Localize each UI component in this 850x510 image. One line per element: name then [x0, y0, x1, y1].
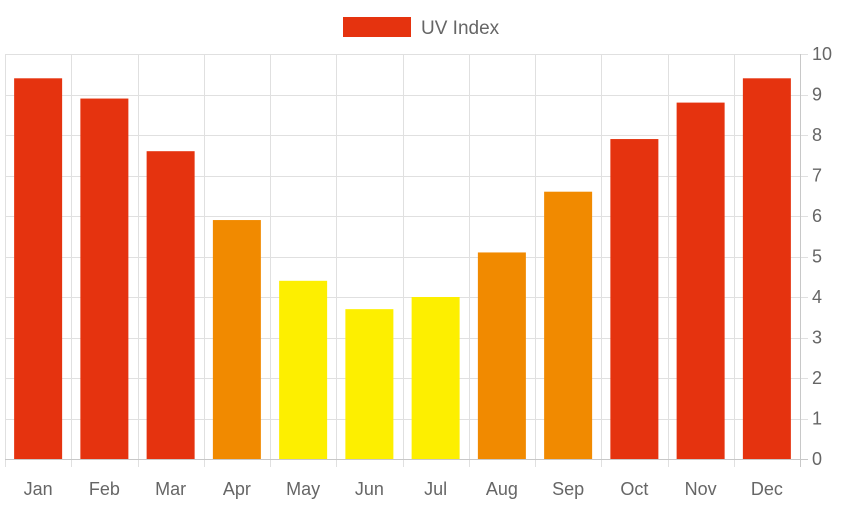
bars [14, 78, 791, 460]
x-tick-label-oct: Oct [620, 479, 648, 499]
bar-jul [411, 297, 460, 459]
y-tick-label: 8 [812, 125, 822, 145]
bar-aug [477, 252, 526, 459]
x-tick-label-may: May [286, 479, 320, 499]
bar-mar [146, 151, 195, 459]
bar-feb [80, 98, 129, 460]
y-tick-label: 2 [812, 368, 822, 388]
y-tick-label: 0 [812, 449, 822, 469]
y-tick-label: 1 [812, 409, 822, 429]
legend-swatch [343, 17, 411, 37]
x-tick-label-jan: Jan [24, 479, 53, 499]
x-tick-label-jun: Jun [355, 479, 384, 499]
bar-dec [742, 78, 791, 460]
x-tick-label-nov: Nov [685, 479, 717, 499]
y-axis-tick-labels: 0 1 2 3 4 5 6 7 8 9 10 [812, 44, 832, 469]
y-tick-label: 5 [812, 247, 822, 267]
y-tick-label: 9 [812, 85, 822, 105]
y-tick-label: 6 [812, 206, 822, 226]
axes [5, 54, 808, 467]
bar-nov [676, 102, 725, 459]
legend-label: UV Index [421, 18, 500, 39]
x-axis-tick-labels: Jan Feb Mar Apr May Jun Jul Aug Sep Oct Nov Dec [24, 479, 783, 499]
x-tick-label-jul: Jul [424, 479, 447, 499]
bar-jun [345, 309, 394, 459]
x-tick-label-sep: Sep [552, 479, 584, 499]
y-tick-label: 4 [812, 287, 822, 307]
x-tick-label-mar: Mar [155, 479, 186, 499]
bar-apr [212, 220, 261, 459]
bar-may [279, 280, 328, 459]
x-tick-label-dec: Dec [751, 479, 783, 499]
bar-jan [14, 78, 63, 460]
gridlines [5, 54, 808, 467]
x-tick-label-feb: Feb [89, 479, 120, 499]
x-tick-label-aug: Aug [486, 479, 518, 499]
x-tick-label-apr: Apr [223, 479, 251, 499]
y-tick-label: 3 [812, 328, 822, 348]
y-tick-label: 7 [812, 166, 822, 186]
y-tick-label: 10 [812, 44, 832, 64]
bar-sep [544, 191, 593, 459]
chart-legend[interactable]: UV Index [343, 17, 500, 39]
bar-oct [610, 139, 659, 460]
